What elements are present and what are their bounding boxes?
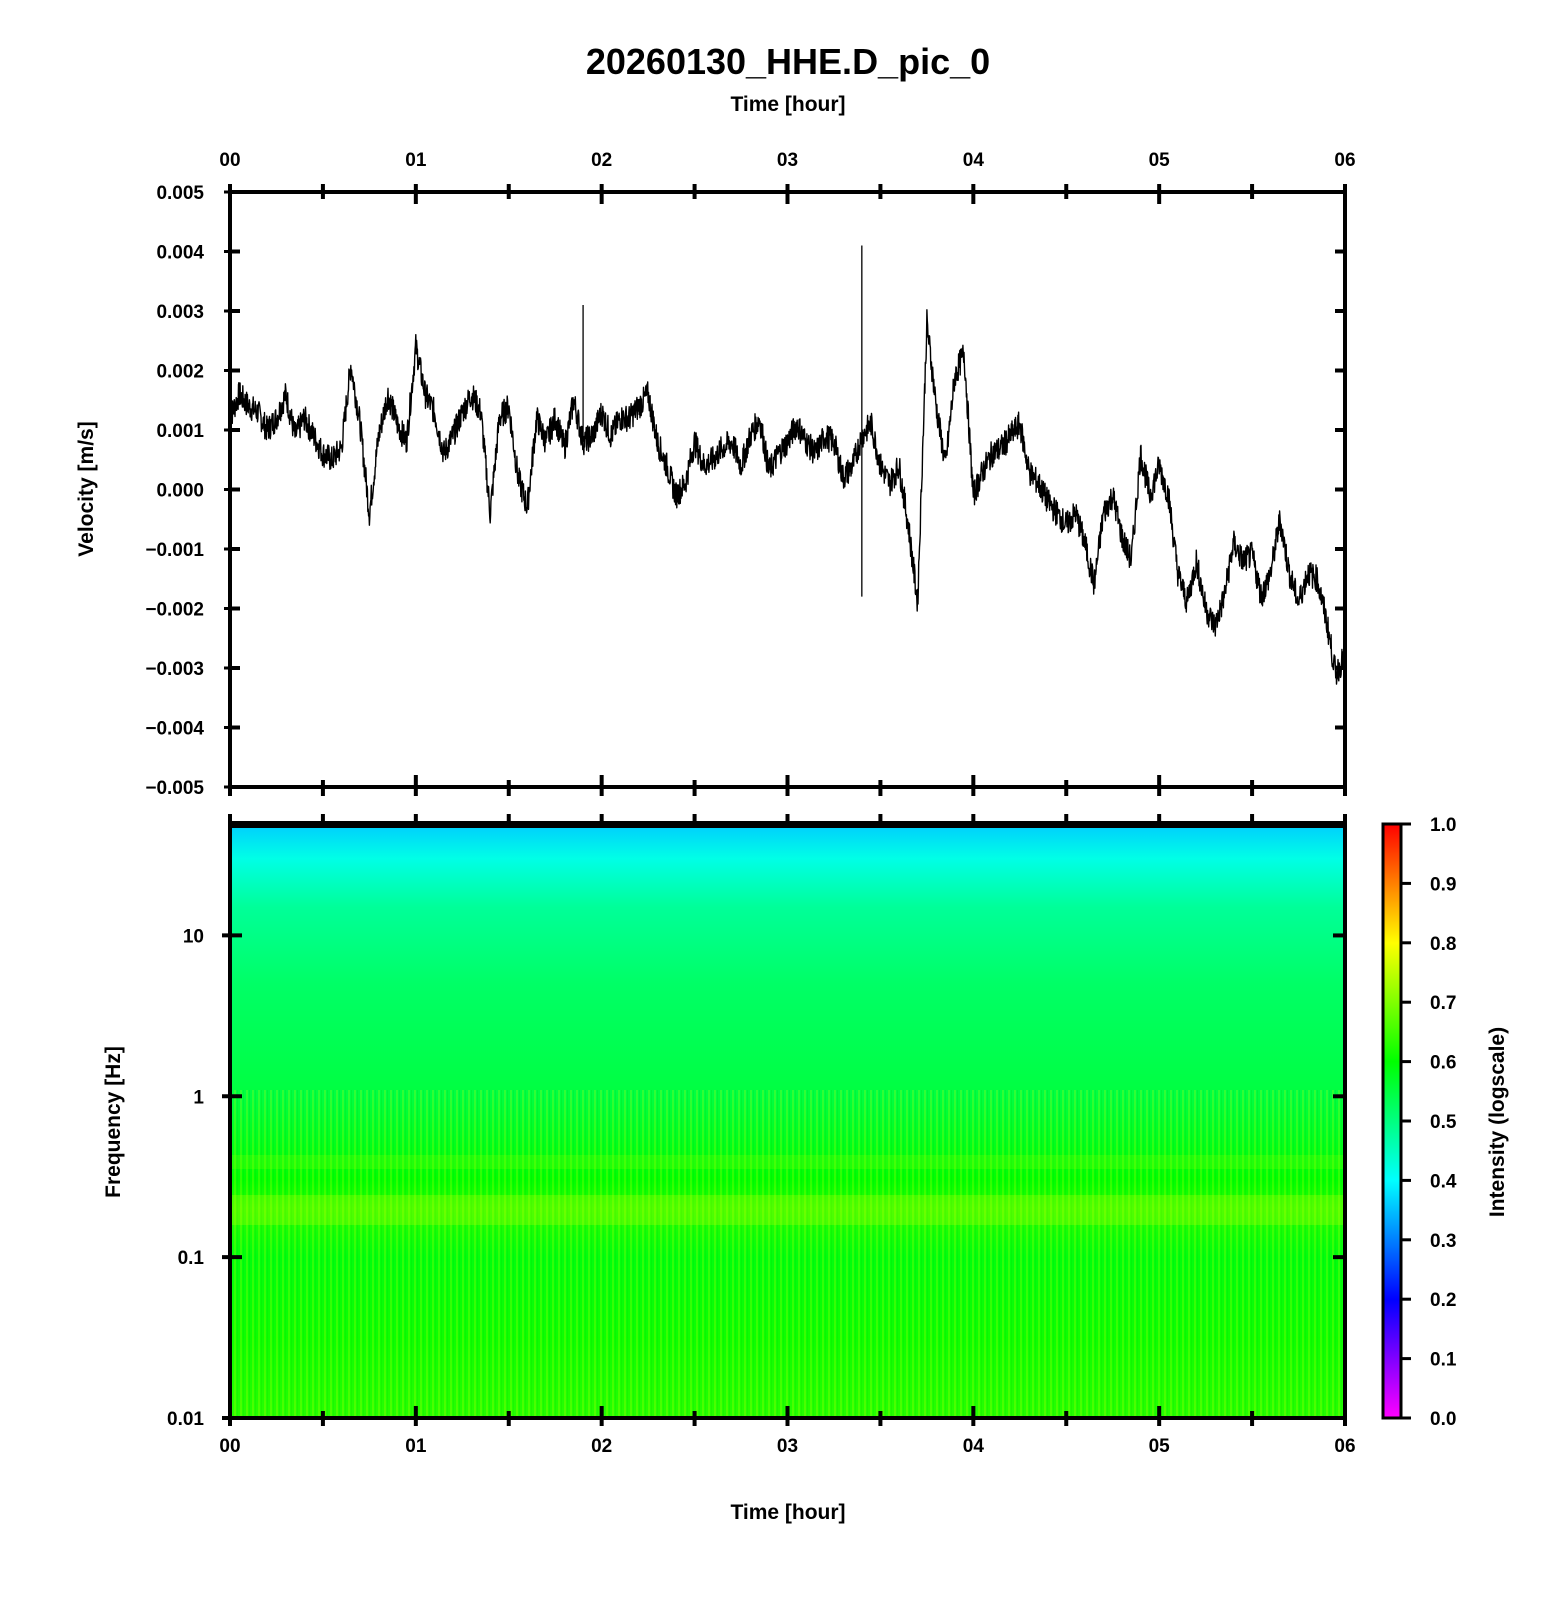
y-tick-label: −0.005: [145, 778, 204, 799]
spectrogram-band-0.4hz: [230, 1155, 1345, 1169]
colorbar-tick-label: 0.1: [1430, 1350, 1457, 1371]
colorbar-label: Intensity (logscale): [1486, 1027, 1509, 1217]
x-tick-label: 03: [777, 1436, 798, 1457]
x-tick-label: 03: [777, 150, 798, 171]
y-tick-label: −0.001: [145, 540, 204, 561]
colorbar-ticks: 1.0 0.9 0.8 0.7 0.6 0.5 0.4 0.3 0.2 0.1 0.0: [1401, 815, 1457, 1430]
waveform-line: [230, 309, 1345, 685]
y-tick-label: −0.002: [145, 600, 204, 621]
x-tick-label: 01: [405, 1436, 427, 1457]
y-tick-label: 0.001: [156, 421, 204, 442]
colorbar-tick-label: 0.7: [1430, 993, 1456, 1014]
colorbar-gradient: [1383, 824, 1401, 1418]
waveform-y-ticks: 0.005 0.004 0.003 0.002 0.001 0.000 −0.001 −0.0…: [145, 183, 1345, 799]
colorbar-tick-label: 0.4: [1430, 1171, 1457, 1192]
y-tick-label: 0.005: [156, 183, 204, 204]
x-tick-label: 05: [1149, 150, 1171, 171]
colorbar-tick-label: 0.6: [1430, 1053, 1456, 1074]
colorbar-tick-label: 0.9: [1430, 874, 1456, 895]
y-tick-label: −0.003: [145, 659, 204, 680]
velocity-axis-label: Velocity [m/s]: [75, 421, 98, 556]
colorbar-tick-label: 1.0: [1430, 815, 1456, 836]
waveform-spikes: [582, 245, 863, 597]
bottom-x-ticks: 00 01 02 03 04 05 06: [219, 1406, 1356, 1457]
x-tick-label: 04: [963, 150, 985, 171]
top-x-axis-label: Time [hour]: [730, 93, 845, 116]
frequency-axis-label: Frequency [Hz]: [102, 1046, 125, 1198]
x-tick-label: 00: [219, 1436, 240, 1457]
x-tick-label: 02: [591, 1436, 612, 1457]
freq-tick-label: 10: [183, 926, 204, 947]
x-tick-label: 06: [1334, 150, 1355, 171]
x-tick-label: 02: [591, 150, 612, 171]
freq-tick-label: 0.1: [178, 1248, 205, 1269]
x-tick-label: 01: [405, 150, 427, 171]
colorbar-tick-label: 0.2: [1430, 1290, 1456, 1311]
colorbar-tick-label: 0.5: [1430, 1112, 1457, 1133]
freq-tick-label: 0.01: [167, 1409, 204, 1430]
waveform-frame: [228, 190, 1347, 789]
y-tick-label: 0.004: [156, 243, 204, 264]
colorbar: 1.0 0.9 0.8 0.7 0.6 0.5 0.4 0.3 0.2 0.1 0.0 Intens…: [1381, 815, 1509, 1430]
x-tick-label: 06: [1334, 1436, 1355, 1457]
freq-tick-label: 1: [193, 1087, 204, 1108]
colorbar-tick-label: 0.0: [1430, 1409, 1456, 1430]
y-tick-label: 0.000: [156, 481, 204, 502]
y-tick-label: 0.003: [156, 302, 204, 323]
frequency-y-ticks: 10 1 0.1 0.01: [167, 926, 1345, 1430]
spectrogram-band-0.2hz: [230, 1195, 1345, 1225]
x-tick-label: 04: [963, 1436, 985, 1457]
y-tick-label: −0.004: [145, 719, 204, 740]
bottom-x-axis-label: Time [hour]: [730, 1501, 845, 1524]
waveform-panel: 0.005 0.004 0.003 0.002 0.001 0.000 −0.001 −0.0…: [75, 150, 1356, 823]
spectrogram-texture: [230, 1090, 1345, 1418]
colorbar-tick-label: 0.3: [1430, 1231, 1456, 1252]
spectrogram-panel: 10 1 0.1 0.01 00 01 02 03 04 05 06 Frequency [Hz]…: [102, 821, 1356, 1524]
x-tick-label: 05: [1149, 1436, 1171, 1457]
y-tick-label: 0.002: [156, 362, 204, 383]
chart-title: 20260130_HHE.D_pic_0: [586, 41, 990, 82]
top-x-ticks: 00 01 02 03 04 05 06: [219, 150, 1356, 204]
x-tick-label: 00: [219, 150, 240, 171]
colorbar-tick-label: 0.8: [1430, 934, 1456, 955]
waveform-bottom-x-ticks: [228, 775, 1347, 823]
